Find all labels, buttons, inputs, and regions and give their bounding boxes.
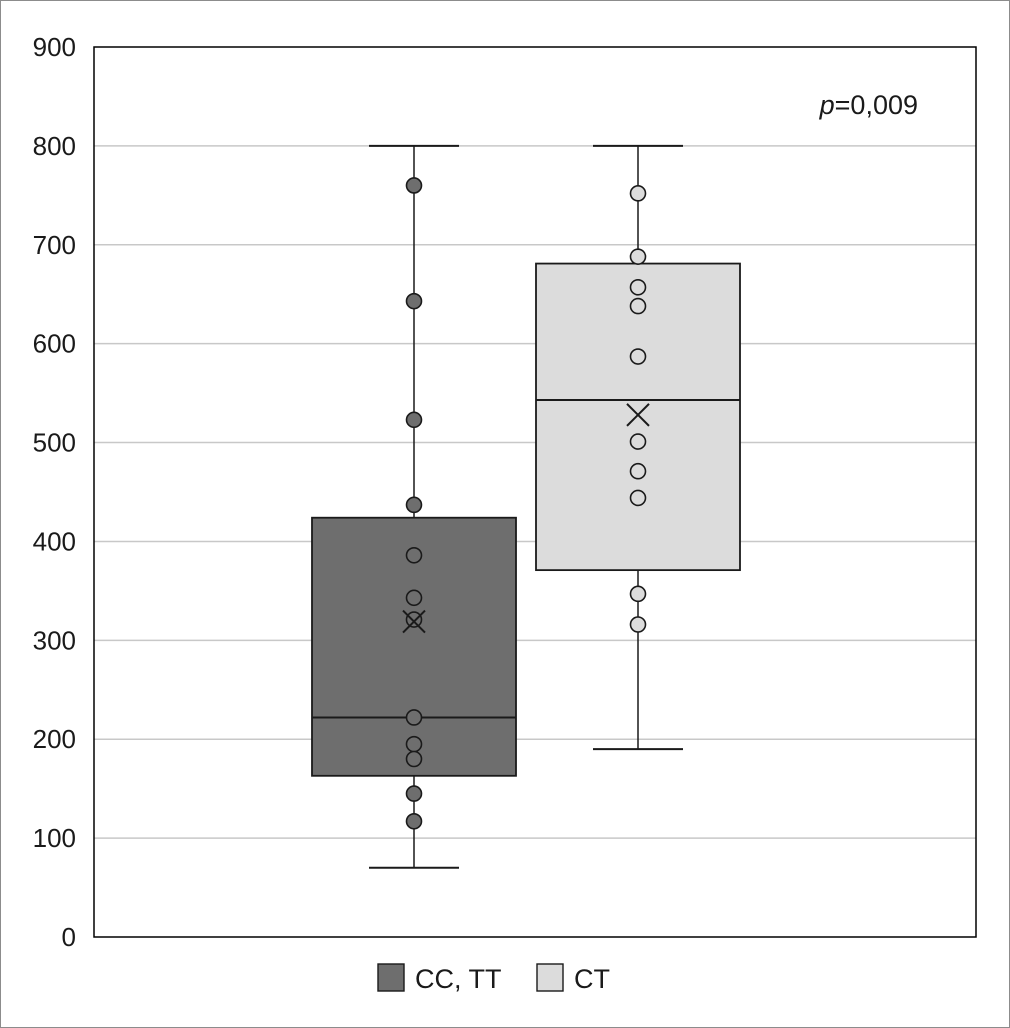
plot-area-border	[93, 46, 977, 938]
box-group-1	[311, 144, 517, 869]
data-point	[629, 489, 647, 507]
data-point	[405, 589, 423, 607]
data-point	[629, 248, 647, 265]
y-tick-label-300: 300	[33, 625, 76, 655]
mean-marker-stroke	[402, 609, 426, 634]
data-point	[629, 433, 647, 450]
box-iqr	[535, 262, 741, 572]
data-point	[629, 616, 647, 633]
legend-swatch-2	[536, 963, 564, 992]
p-value-text: =0,009	[835, 90, 918, 120]
p-value-annotation: p=0,009	[819, 90, 918, 120]
data-point	[405, 292, 423, 310]
data-point	[629, 297, 647, 315]
y-tick-label-600: 600	[33, 329, 76, 359]
data-point	[405, 735, 423, 753]
gridlines	[94, 145, 976, 839]
y-tick-label-800: 800	[33, 131, 76, 161]
y-tick-label-500: 500	[33, 428, 76, 458]
y-tick-label-900: 900	[33, 32, 76, 62]
y-tick-label-0: 0	[62, 922, 76, 952]
data-point	[629, 462, 647, 480]
data-point	[405, 611, 423, 628]
legend: CC, TT CT	[377, 963, 610, 994]
data-point	[405, 411, 423, 429]
data-point	[405, 812, 423, 830]
legend-label-1: CC, TT	[415, 964, 502, 994]
data-point	[405, 750, 423, 768]
data-point	[405, 709, 423, 726]
legend-swatch-1	[377, 963, 405, 992]
mean-marker	[402, 609, 426, 634]
boxes	[311, 144, 741, 869]
y-tick-label-400: 400	[33, 526, 76, 556]
y-tick-label-700: 700	[33, 230, 76, 260]
box-group-2	[535, 144, 741, 751]
mean-marker	[626, 403, 650, 427]
data-point	[405, 546, 423, 564]
p-value-symbol: p	[819, 90, 835, 120]
data-point	[629, 185, 647, 202]
data-point	[405, 785, 423, 802]
mean-marker-stroke	[626, 403, 650, 427]
legend-label-2: CT	[574, 964, 610, 994]
data-point	[629, 348, 647, 365]
data-point	[629, 585, 647, 603]
y-tick-label-200: 200	[33, 724, 76, 754]
data-point	[629, 278, 647, 296]
data-point	[405, 496, 423, 514]
data-point	[405, 177, 423, 194]
y-axis-tick-labels: 0 100 200 300 400 500 600 700 800 900	[33, 32, 76, 952]
y-tick-label-100: 100	[33, 823, 76, 853]
